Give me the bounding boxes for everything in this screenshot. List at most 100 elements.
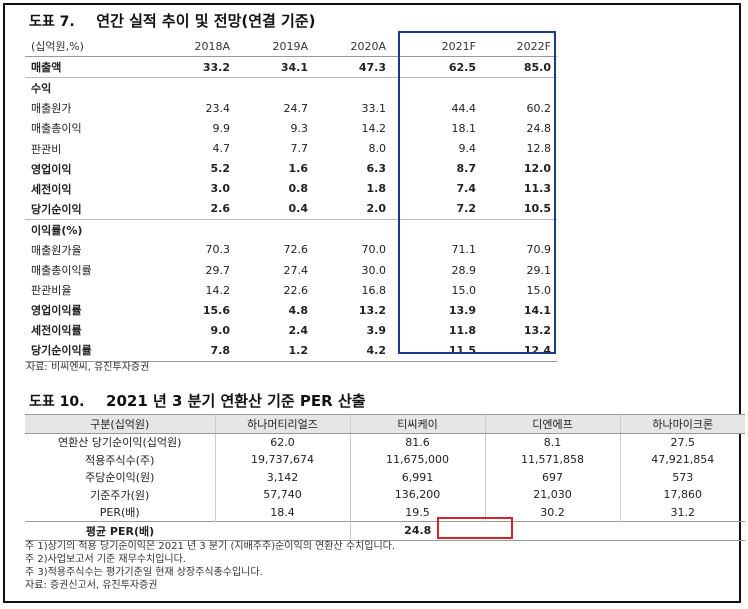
cell-value: 2.0 — [366, 202, 387, 216]
cell-value: 2.6 — [210, 202, 231, 216]
cell-value: 85.0 — [523, 60, 551, 74]
fig10-number: 도표 10. — [29, 394, 85, 410]
cell-value: 22.6 — [283, 283, 309, 297]
empty-cell — [215, 521, 350, 541]
cell-value: 47,921,854 — [619, 451, 745, 469]
cell-value: 6.3 — [366, 162, 387, 176]
average-per-label: 평균 PER(배) — [25, 521, 215, 541]
fig7-title: 도표 7. 연간 실적 추이 및 전망(연결 기준) — [29, 10, 316, 31]
cell-value: 27.4 — [283, 263, 309, 277]
row-label: 매출원가 — [31, 102, 72, 116]
cell-value: 11.5 — [392, 340, 482, 362]
cell-value — [236, 77, 314, 99]
table-row: 영업이익률 15.6 4.8 13.2 13.9 14.1 — [25, 300, 557, 320]
table-header-row: (십억원,%) 2018A 2019A 2020A 2021F 2022F — [25, 36, 557, 58]
table-row: 영업이익 5.2 1.6 6.3 8.7 12.0 — [25, 159, 557, 179]
cell-value: 19,737,674 — [214, 451, 350, 469]
cell-value: 7.7 — [290, 142, 309, 156]
cell-value: 29.7 — [205, 263, 231, 277]
cell-value: 62.5 — [448, 60, 476, 74]
row-label: 매출총이익률 — [31, 264, 92, 278]
year-header: 2020A — [314, 36, 392, 58]
row-label: 적용주식수(주) — [85, 453, 155, 467]
table-row: 매출총이익률 29.7 27.4 30.0 28.9 29.1 — [25, 260, 557, 280]
cell-value: 3.9 — [366, 323, 387, 337]
unit-header: (십억원,%) — [25, 36, 153, 58]
cell-value: 8.1 — [484, 433, 620, 451]
row-label: 매출액 — [31, 61, 62, 75]
cell-value: 9.4 — [458, 142, 477, 156]
cell-value — [153, 77, 236, 99]
column-header: 디엔에프 — [484, 414, 620, 434]
footnote: 주 2)사업보고서 기준 재무수치입니다. — [25, 554, 186, 565]
cell-value: 8.0 — [368, 142, 387, 156]
table-row: 당기순이익률 7.8 1.2 4.2 11.5 12.4 — [25, 340, 557, 362]
footnote: 자료: 증권신고서, 유진투자증권 — [25, 580, 158, 591]
cell-value: 1.6 — [288, 162, 309, 176]
fig10-title: 도표 10. 2021 년 3 분기 연환산 기준 PER 산출 — [29, 390, 366, 411]
row-label: 영업이익률 — [31, 304, 82, 318]
cell-value: 30.0 — [361, 263, 387, 277]
table-row: 판관비율 14.2 22.6 16.8 15.0 15.0 — [25, 280, 557, 300]
row-label: 세전이익 — [31, 182, 72, 196]
cell-value: 15.0 — [451, 283, 477, 297]
table-row: 매출액 33.2 34.1 47.3 62.5 85.0 — [25, 57, 557, 78]
cell-value: 4.8 — [288, 303, 309, 317]
forecast-highlight-box — [398, 31, 556, 354]
cell-value: 16.8 — [361, 283, 387, 297]
cell-value: 33.1 — [361, 101, 387, 115]
cell-value: 11.3 — [523, 182, 551, 196]
cell-value: 34.1 — [280, 60, 308, 74]
cell-value: 5.2 — [210, 162, 231, 176]
column-header: 구분(십억원) — [25, 414, 215, 434]
cell-value: 72.6 — [283, 243, 309, 257]
cell-value: 3,142 — [214, 468, 350, 486]
row-label: 수익 — [25, 77, 153, 99]
table-row: 판관비 4.7 7.7 8.0 9.4 12.8 — [25, 138, 557, 158]
cell-value: 70.0 — [361, 243, 387, 257]
cell-value: 14.1 — [523, 303, 551, 317]
row-label: 주당순이익(원) — [85, 471, 155, 485]
cell-value: 71.1 — [451, 243, 477, 257]
cell-value: 31.2 — [619, 503, 745, 522]
cell-value: 6,991 — [349, 468, 485, 486]
empty-cell — [485, 521, 620, 541]
row-label: PER(배) — [99, 506, 140, 520]
cell-value — [392, 218, 482, 240]
cell-value: 29.1 — [526, 263, 552, 277]
cell-value: 57,740 — [214, 486, 350, 504]
footnote: 주 3)적용주식수는 평가기준일 현재 상장주식총수입니다. — [25, 567, 263, 578]
cell-value: 30.2 — [484, 503, 620, 522]
page-frame — [3, 3, 741, 603]
cell-value: 136,200 — [349, 486, 485, 504]
cell-value: 70.9 — [526, 243, 552, 257]
row-label: 매출총이익 — [31, 122, 82, 136]
cell-value: 44.4 — [451, 101, 477, 115]
cell-value: 14.2 — [205, 283, 231, 297]
cell-value: 9.3 — [290, 121, 309, 135]
cell-value: 4.7 — [212, 142, 231, 156]
row-label: 기준주가(원) — [90, 488, 150, 502]
row-label: 연환산 당기순이익(십억원) — [58, 436, 182, 450]
row-label: 당기순이익률 — [25, 340, 153, 362]
cell-value: 21,030 — [484, 486, 620, 504]
cell-value: 15.0 — [526, 283, 552, 297]
average-per-value: 24.8 — [349, 521, 485, 541]
cell-value: 18.4 — [214, 503, 350, 522]
cell-value: 70.3 — [205, 243, 231, 257]
fig7-number: 도표 7. — [29, 14, 75, 30]
cell-value — [482, 77, 557, 99]
cell-value: 4.2 — [314, 340, 392, 362]
fig7-source: 자료: 비씨엔씨, 유진투자증권 — [26, 362, 150, 373]
cell-value: 60.2 — [526, 101, 552, 115]
table-row: 수익 — [25, 77, 557, 99]
cell-value — [392, 77, 482, 99]
cell-value: 10.5 — [523, 202, 551, 216]
cell-value: 17,860 — [619, 486, 745, 504]
cell-value: 9.0 — [210, 323, 231, 337]
cell-value: 62.0 — [214, 433, 350, 451]
fig7-table: (십억원,%) 2018A 2019A 2020A 2021F 2022F 매출액 33.2 3… — [25, 36, 557, 362]
cell-value: 0.4 — [288, 202, 309, 216]
fig10-table: 구분(십억원) 하나머티리얼즈 티씨케이 디엔에프 하나마이크론 연환산 당기순이익(십억… — [25, 414, 745, 541]
column-header: 티씨케이 — [349, 414, 485, 434]
